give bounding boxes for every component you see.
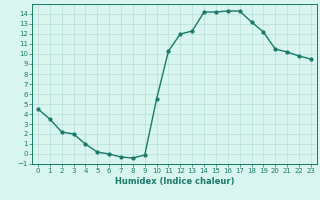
X-axis label: Humidex (Indice chaleur): Humidex (Indice chaleur) (115, 177, 234, 186)
